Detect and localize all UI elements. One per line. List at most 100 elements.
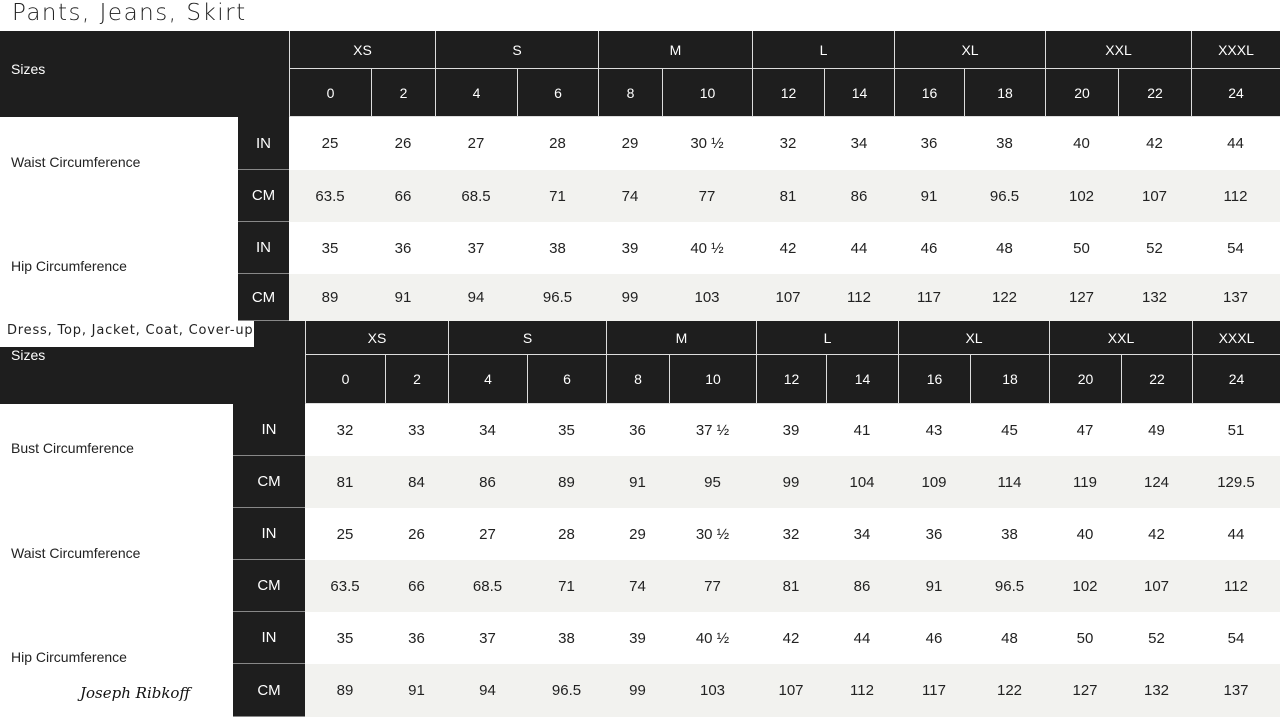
- size-group-header: XXXL: [1192, 321, 1280, 355]
- table-cell: 36: [925, 525, 943, 543]
- table-cell: 39: [621, 239, 639, 257]
- numeric-size-header: 4: [448, 355, 527, 404]
- table-cell: 37: [467, 239, 485, 257]
- table-cell: 99: [629, 682, 646, 699]
- table-cell: 94: [467, 289, 485, 306]
- unit-label: IN: [233, 404, 305, 456]
- table-cell: 84: [408, 473, 425, 491]
- table-row: [305, 508, 1280, 560]
- table-cell: 40: [1076, 525, 1094, 543]
- table-cell: 37: [479, 629, 496, 647]
- size-group-header: M: [606, 321, 756, 355]
- table-cell: 81: [336, 473, 354, 491]
- size-group-header: M: [598, 31, 752, 69]
- size-group-header: S: [448, 321, 606, 355]
- size-group-header: L: [752, 31, 894, 69]
- table-cell: 44: [1227, 525, 1245, 543]
- table-cell: 107: [778, 682, 804, 699]
- table-cell: 42: [1146, 135, 1163, 152]
- table-cell: 50: [1076, 629, 1094, 647]
- numeric-size-header: 4: [435, 69, 517, 117]
- table-cell: 96.5: [542, 289, 573, 306]
- numeric-size-header: 8: [606, 355, 669, 404]
- table-cell: 52: [1146, 239, 1163, 257]
- numeric-size-header: 18: [970, 355, 1049, 404]
- brand-signature-logo: Joseph Ribkoff: [80, 684, 191, 702]
- table-cell: 46: [920, 239, 938, 257]
- table-cell: 44: [853, 629, 871, 647]
- table-cell: 35: [336, 629, 354, 647]
- table-cell: 124: [1143, 473, 1170, 491]
- unit-label: CM: [233, 664, 305, 717]
- table-cell: 96.5: [994, 577, 1025, 595]
- numeric-size-header: 18: [964, 69, 1045, 117]
- numeric-size-header: 0: [289, 69, 371, 117]
- numeric-size-header: 20: [1049, 355, 1121, 404]
- table-cell: 91: [629, 473, 646, 491]
- table-row: [289, 117, 1280, 170]
- table-cell: 40 ½: [690, 239, 724, 257]
- table-row: [289, 222, 1280, 274]
- measurement-label: Hip Circumference: [11, 649, 127, 665]
- size-group-header: XXXL: [1191, 31, 1280, 69]
- numeric-size-header: 16: [894, 69, 964, 117]
- size-group-header: XL: [898, 321, 1049, 355]
- table-cell: 104: [849, 473, 875, 491]
- size-group-header: XS: [289, 31, 435, 69]
- unit-label: IN: [238, 117, 289, 170]
- table-cell: 54: [1227, 629, 1245, 647]
- table-cell: 51: [1227, 421, 1245, 439]
- table-cell: 38: [996, 135, 1013, 152]
- table-cell: 36: [629, 421, 646, 439]
- table-cell: 71: [558, 577, 575, 595]
- table-cell: 29: [621, 135, 639, 152]
- table-cell: 91: [920, 187, 938, 205]
- table-cell: 39: [782, 421, 800, 439]
- table-cell: 37 ½: [695, 421, 730, 439]
- table-cell: 86: [853, 577, 871, 595]
- table-cell: 132: [1143, 682, 1170, 699]
- table-cell: 99: [621, 289, 639, 306]
- table-cell: 112: [847, 289, 871, 306]
- table-cell: 25: [336, 525, 354, 543]
- numeric-size-header: 2: [385, 355, 448, 404]
- table-cell: 102: [1068, 187, 1095, 205]
- table-cell: 117: [917, 289, 941, 306]
- table-cell: 91: [925, 577, 943, 595]
- table-cell: 35: [558, 421, 575, 439]
- table-cell: 44: [850, 239, 868, 257]
- table-cell: 34: [853, 525, 871, 543]
- table-cell: 103: [699, 682, 726, 699]
- table-cell: 26: [408, 525, 425, 543]
- table-cell: 103: [694, 289, 720, 306]
- unit-label: IN: [233, 612, 305, 664]
- numeric-size-header: 0: [305, 355, 385, 404]
- table-cell: 112: [1224, 577, 1248, 595]
- table-row: [289, 170, 1280, 222]
- table-cell: 74: [621, 187, 639, 205]
- size-group-header: XL: [894, 31, 1045, 69]
- numeric-size-header: 24: [1191, 69, 1280, 117]
- table-cell: 94: [479, 682, 496, 699]
- table-cell: 91: [408, 682, 425, 699]
- sizes-label: Sizes: [11, 61, 46, 77]
- table-cell: 74: [629, 577, 646, 595]
- table-cell: 77: [698, 187, 716, 205]
- table-cell: 44: [1227, 135, 1244, 152]
- table-cell: 109: [921, 473, 947, 491]
- numeric-size-header: 22: [1118, 69, 1191, 117]
- table-cell: 48: [1001, 629, 1018, 647]
- table-cell: 63.5: [315, 187, 345, 205]
- table-cell: 52: [1148, 629, 1165, 647]
- table-cell: 127: [1072, 682, 1098, 699]
- table-row: [289, 274, 1280, 321]
- table-cell: 71: [549, 187, 566, 205]
- table-cell: 137: [1223, 682, 1249, 699]
- size-group-header: XXL: [1045, 31, 1191, 69]
- table-cell: 107: [775, 289, 801, 306]
- table-cell: 36: [408, 629, 425, 647]
- table-cell: 32: [782, 525, 800, 543]
- table-cell: 112: [1223, 187, 1248, 205]
- category-label: Dress, Top, Jacket, Coat, Cover-up: [0, 321, 254, 347]
- numeric-size-header: 22: [1121, 355, 1192, 404]
